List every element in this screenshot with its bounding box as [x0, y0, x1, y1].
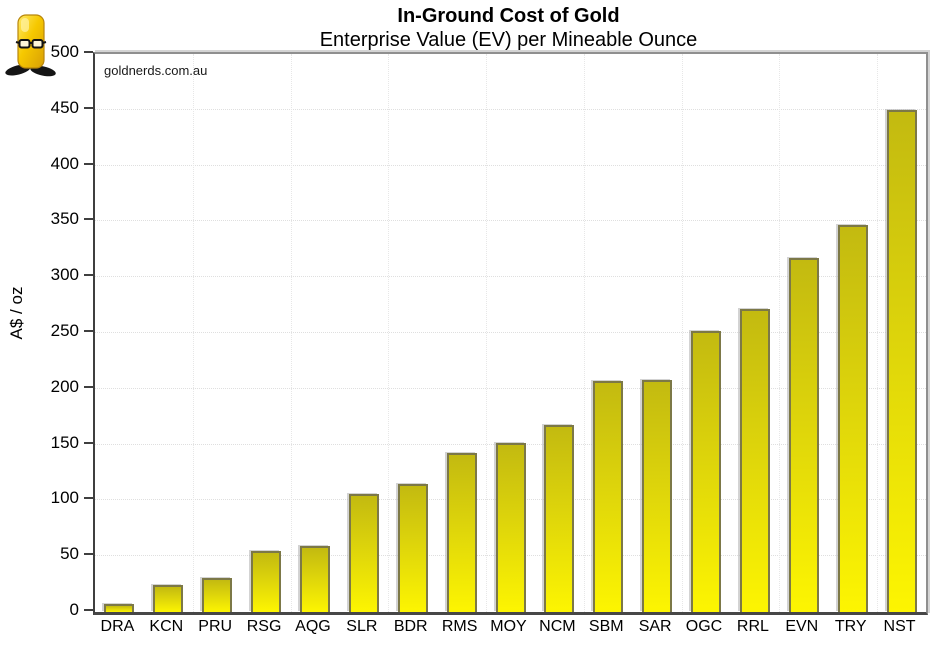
- y-tick: [84, 553, 93, 556]
- x-tick-label: SLR: [346, 618, 378, 635]
- bar-kcn: [153, 585, 184, 612]
- v-gridline: [681, 54, 683, 612]
- y-tick: [84, 162, 93, 165]
- bar-nst: [886, 110, 917, 612]
- bar-ogc: [691, 331, 722, 612]
- x-tick-label: RSG: [246, 618, 282, 635]
- y-tick: [84, 609, 93, 611]
- x-tick-label: SAR: [638, 618, 672, 635]
- bar-evn: [788, 258, 819, 612]
- v-gridline: [192, 54, 194, 612]
- chart-subtitle: Enterprise Value (EV) per Mineable Ounce: [319, 29, 698, 51]
- y-tick-label: 50: [60, 544, 79, 564]
- y-axis: 0 50 100 150 200 250 300 350 400 450 500: [0, 43, 93, 619]
- x-tick-label: NST: [883, 618, 916, 635]
- x-tick-label: AQG: [295, 618, 331, 635]
- h-gridline: [95, 276, 926, 278]
- y-tick: [84, 106, 93, 109]
- y-tick-label: 400: [50, 153, 79, 173]
- chart-title: In-Ground Cost of Gold: [397, 5, 620, 27]
- v-gridline: [290, 54, 292, 612]
- chart-header: In-Ground Cost of Gold Enterprise Value …: [93, 4, 924, 52]
- y-tick-label: 500: [50, 42, 79, 61]
- y-tick-label: 250: [50, 321, 79, 340]
- h-gridline: [95, 332, 926, 333]
- y-tick-label: 100: [50, 488, 79, 508]
- x-tick-label: RRL: [736, 618, 769, 635]
- plot-area: goldnerds.com.au: [93, 52, 928, 615]
- y-tick: [84, 497, 93, 500]
- y-tick: [84, 51, 93, 53]
- y-tick-label: 150: [50, 432, 79, 452]
- x-axis-labels: DRA KCN PRU RSG AQG SLR BDR RMS MOY NCM SBM SAR OGC R…: [93, 616, 924, 642]
- x-tick-label: PRU: [198, 618, 233, 635]
- x-tick-label: EVN: [785, 618, 819, 635]
- bar-dra: [104, 604, 135, 612]
- x-tick-label: TRY: [834, 618, 867, 635]
- y-tick-label: 350: [50, 209, 79, 229]
- y-tick: [84, 385, 93, 388]
- y-tick-label: 0: [69, 600, 79, 619]
- h-gridline: [95, 220, 926, 222]
- x-tick-label: DRA: [100, 618, 135, 635]
- bar-slr: [348, 493, 379, 612]
- y-tick: [84, 330, 93, 332]
- bar-bdr: [397, 483, 428, 612]
- bar-rrl: [739, 308, 770, 612]
- bar-rsg: [251, 550, 282, 612]
- v-gridline: [877, 54, 879, 612]
- y-tick-label: 200: [50, 376, 79, 396]
- h-gridline: [95, 164, 926, 166]
- y-tick-label: 300: [50, 265, 79, 285]
- y-tick: [84, 218, 93, 221]
- bar-moy: [495, 442, 526, 612]
- x-tick-label: RMS: [441, 618, 478, 635]
- v-gridline: [388, 54, 390, 612]
- bar-sar: [642, 380, 673, 612]
- y-tick-label: 450: [50, 97, 79, 117]
- x-tick-label: MOY: [490, 618, 527, 635]
- x-tick-label: BDR: [393, 618, 428, 635]
- h-gridline: [95, 387, 926, 389]
- y-tick: [84, 274, 93, 277]
- v-gridline: [583, 54, 585, 612]
- bar-ncm: [544, 424, 575, 612]
- bar-aqg: [299, 546, 330, 612]
- v-gridline: [486, 54, 488, 612]
- x-tick-label: NCM: [539, 618, 576, 635]
- bar-try: [837, 224, 868, 612]
- v-gridline: [779, 54, 781, 612]
- h-gridline: [95, 108, 926, 110]
- x-tick-label: SBM: [588, 618, 624, 635]
- y-tick: [84, 441, 93, 444]
- bar-pru: [202, 577, 233, 612]
- goldnerds-mascot-icon: [5, 14, 56, 77]
- bar-rms: [446, 452, 477, 612]
- bar-sbm: [593, 381, 624, 612]
- x-tick-label: OGC: [685, 618, 723, 635]
- x-tick-label: KCN: [149, 618, 184, 635]
- watermark-text: goldnerds.com.au: [104, 63, 208, 78]
